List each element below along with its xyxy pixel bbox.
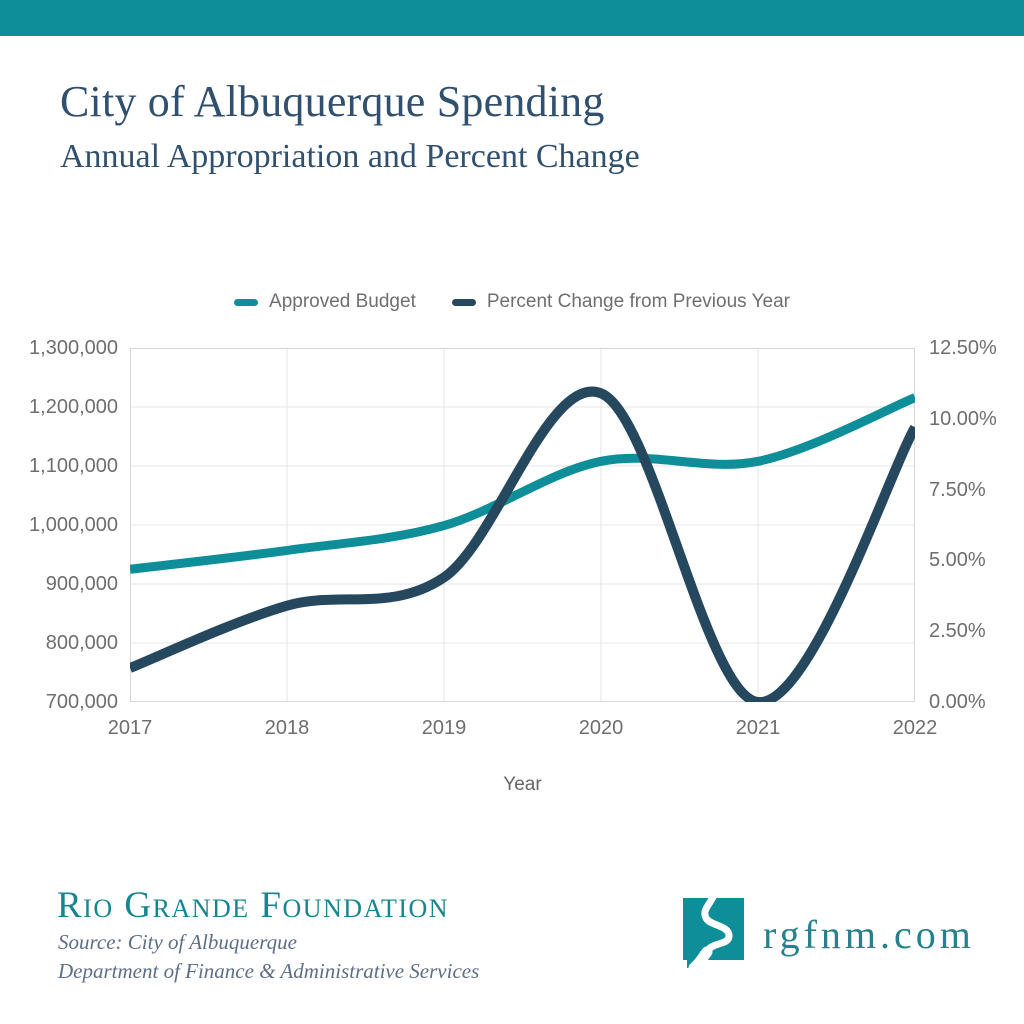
legend-label: Percent Change from Previous Year <box>486 291 790 312</box>
y-axis-right-tick-label: 12.50% <box>929 337 997 359</box>
x-axis-tick-label: 2017 <box>107 717 153 739</box>
percent-change-swatch-icon <box>451 298 476 306</box>
y-axis-left-tick-label: 900,000 <box>45 573 118 595</box>
footer-org-name: Rio Grande Foundation <box>57 885 450 926</box>
page-title: City of Albuquerque Spending <box>60 77 605 126</box>
y-axis-left-tick-label: 1,200,000 <box>29 396 118 418</box>
y-axis-right-tick-label: 0.00% <box>929 691 986 713</box>
x-axis-tick-label: 2019 <box>421 717 467 739</box>
new-mexico-shape-icon <box>683 898 744 968</box>
top-accent-bar <box>0 0 1024 36</box>
y-axis-right-tick-label: 7.50% <box>929 478 986 501</box>
approved-budget-swatch-icon <box>234 298 259 306</box>
plot-area <box>130 348 915 702</box>
x-axis-tick-label: 2021 <box>735 717 781 739</box>
river-icon <box>688 898 733 968</box>
y-axis-left-tick-label: 1,100,000 <box>29 455 118 477</box>
source-line-1: Source: City of Albuquerque <box>58 930 297 954</box>
x-axis-tick-label: 2022 <box>892 717 938 739</box>
approved-budget-line <box>130 393 915 574</box>
x-axis-tick-label: 2020 <box>578 717 624 739</box>
new-mexico-state-logo <box>683 898 744 968</box>
y-axis-left-tick-label: 800,000 <box>45 632 118 654</box>
y-axis-left-tick-label: 700,000 <box>45 691 118 713</box>
plot-frame <box>130 348 915 702</box>
website-url: rgfnm.com <box>763 911 975 957</box>
legend-item-percent-change: Percent Change from Previous Year <box>451 291 790 313</box>
y-axis-right-tick-label: 5.00% <box>929 549 986 572</box>
footer-source-note: Source: City of Albuquerque Department o… <box>58 928 479 986</box>
x-axis-tick-label: 2018 <box>264 717 310 739</box>
y-axis-right-tick-label: 10.00% <box>929 407 997 430</box>
page-subtitle: Annual Appropriation and Percent Change <box>60 138 640 175</box>
y-axis-left-tick-label: 1,300,000 <box>29 337 118 359</box>
source-line-2: Department of Finance & Administrative S… <box>58 958 480 983</box>
chart-legend: Approved Budget Percent Change from Prev… <box>0 291 1024 313</box>
footer-brand: rgfnm.com <box>683 898 975 970</box>
y-axis-left-tick-label: 1,000,000 <box>29 514 118 536</box>
y-axis-right-tick-label: 2.50% <box>929 620 986 643</box>
x-axis-title: Year <box>503 774 542 795</box>
legend-item-approved-budget: Approved Budget <box>234 291 416 313</box>
percent-change-from-previous-year-line <box>130 386 915 702</box>
legend-label: Approved Budget <box>269 291 416 312</box>
